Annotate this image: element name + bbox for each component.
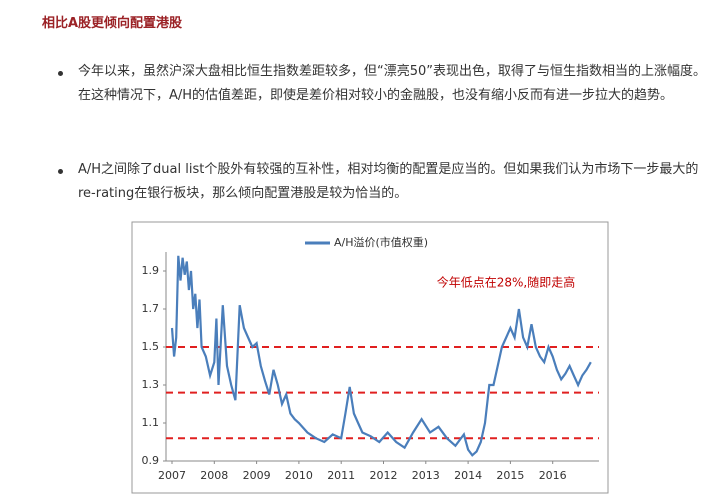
y-tick-label: 0.9 [142, 454, 160, 467]
x-tick-label: 2014 [454, 469, 482, 482]
y-tick-label: 1.5 [142, 340, 160, 353]
data-line [170, 255, 592, 457]
y-tick-label: 1.9 [142, 264, 160, 277]
chart-frame [131, 221, 609, 494]
x-tick-label: 2011 [327, 469, 355, 482]
x-tick-label: 2015 [496, 469, 524, 482]
annotation: 今年低点在28%,随即走高 [437, 275, 576, 290]
y-tick-label: 1.1 [142, 416, 160, 429]
bullet-text: A/H之间除了dual list个股外有较强的互补性，相对均衡的配置是应当的。但… [78, 162, 699, 201]
x-tick-label: 2016 [539, 469, 567, 482]
y-tick-label: 1.7 [142, 302, 160, 315]
x-tick-label: 2009 [243, 469, 271, 482]
x-tick-label: 2012 [370, 469, 398, 482]
x-tick-label: 2010 [285, 469, 313, 482]
bullet-text: 今年以来，虽然沪深大盘相比恒生指数差距较多，但“漂亮50”表现出色，取得了与恒生… [78, 64, 707, 103]
x-tick-label: 2013 [412, 469, 440, 482]
x-tick-label: 2008 [200, 469, 228, 482]
x-tick-label: 2007 [158, 469, 186, 482]
section-title: 相比A股更倾向配置港股 [42, 16, 183, 31]
bullet-dot [58, 71, 63, 76]
bullet-dot [58, 169, 63, 174]
legend-label: A/H溢价(市值权重) [334, 235, 428, 249]
y-tick-label: 1.3 [142, 378, 160, 391]
